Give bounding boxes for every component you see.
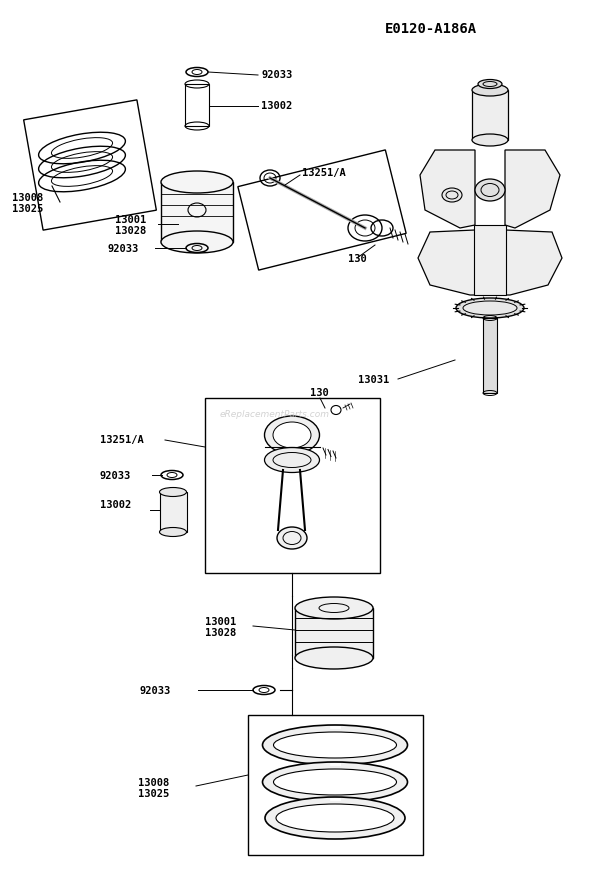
Ellipse shape <box>265 797 405 839</box>
Polygon shape <box>505 150 560 228</box>
Ellipse shape <box>264 447 320 473</box>
Text: 92033: 92033 <box>261 70 292 80</box>
Ellipse shape <box>274 732 396 758</box>
Ellipse shape <box>442 188 462 202</box>
Text: 13031: 13031 <box>358 375 389 385</box>
Ellipse shape <box>264 416 320 454</box>
Text: 13025: 13025 <box>138 789 169 799</box>
Bar <box>160 492 187 532</box>
Ellipse shape <box>295 597 373 619</box>
Text: 92033: 92033 <box>140 686 171 696</box>
Ellipse shape <box>463 301 517 315</box>
Bar <box>205 398 380 573</box>
Text: 13008: 13008 <box>138 778 169 788</box>
Polygon shape <box>420 150 475 228</box>
Bar <box>483 318 497 393</box>
Bar <box>474 225 506 295</box>
Text: E0120-A186A: E0120-A186A <box>385 22 477 36</box>
Text: 13251/A: 13251/A <box>100 435 144 445</box>
Text: 13025: 13025 <box>12 204 43 214</box>
Ellipse shape <box>263 725 408 765</box>
Polygon shape <box>505 230 562 295</box>
Ellipse shape <box>273 422 311 448</box>
Text: 13251/A: 13251/A <box>302 168 346 178</box>
Bar <box>472 90 508 140</box>
Ellipse shape <box>456 298 524 318</box>
Text: 13002: 13002 <box>261 101 292 111</box>
Text: 13008: 13008 <box>12 193 43 203</box>
Text: 13028: 13028 <box>115 226 146 236</box>
Ellipse shape <box>159 528 186 536</box>
Bar <box>185 84 209 126</box>
Text: 92033: 92033 <box>100 471 131 481</box>
Text: 13002: 13002 <box>100 500 131 510</box>
Ellipse shape <box>161 231 233 253</box>
Ellipse shape <box>478 79 502 88</box>
Bar <box>295 608 373 658</box>
Text: 130: 130 <box>310 388 329 398</box>
Polygon shape <box>418 230 475 295</box>
Text: 130: 130 <box>348 254 367 264</box>
Ellipse shape <box>159 487 186 496</box>
Ellipse shape <box>295 647 373 669</box>
Ellipse shape <box>274 769 396 795</box>
Bar <box>161 182 233 242</box>
Bar <box>248 715 423 855</box>
Ellipse shape <box>161 171 233 193</box>
Ellipse shape <box>472 134 508 146</box>
Ellipse shape <box>475 179 505 201</box>
Ellipse shape <box>276 804 394 832</box>
Text: 13028: 13028 <box>205 628 236 638</box>
Ellipse shape <box>277 527 307 549</box>
Ellipse shape <box>263 762 408 802</box>
Text: 92033: 92033 <box>108 244 139 254</box>
Ellipse shape <box>472 84 508 96</box>
Text: 13001: 13001 <box>205 617 236 627</box>
Text: eReplacementParts.com: eReplacementParts.com <box>220 410 330 419</box>
Text: 13001: 13001 <box>115 215 146 225</box>
